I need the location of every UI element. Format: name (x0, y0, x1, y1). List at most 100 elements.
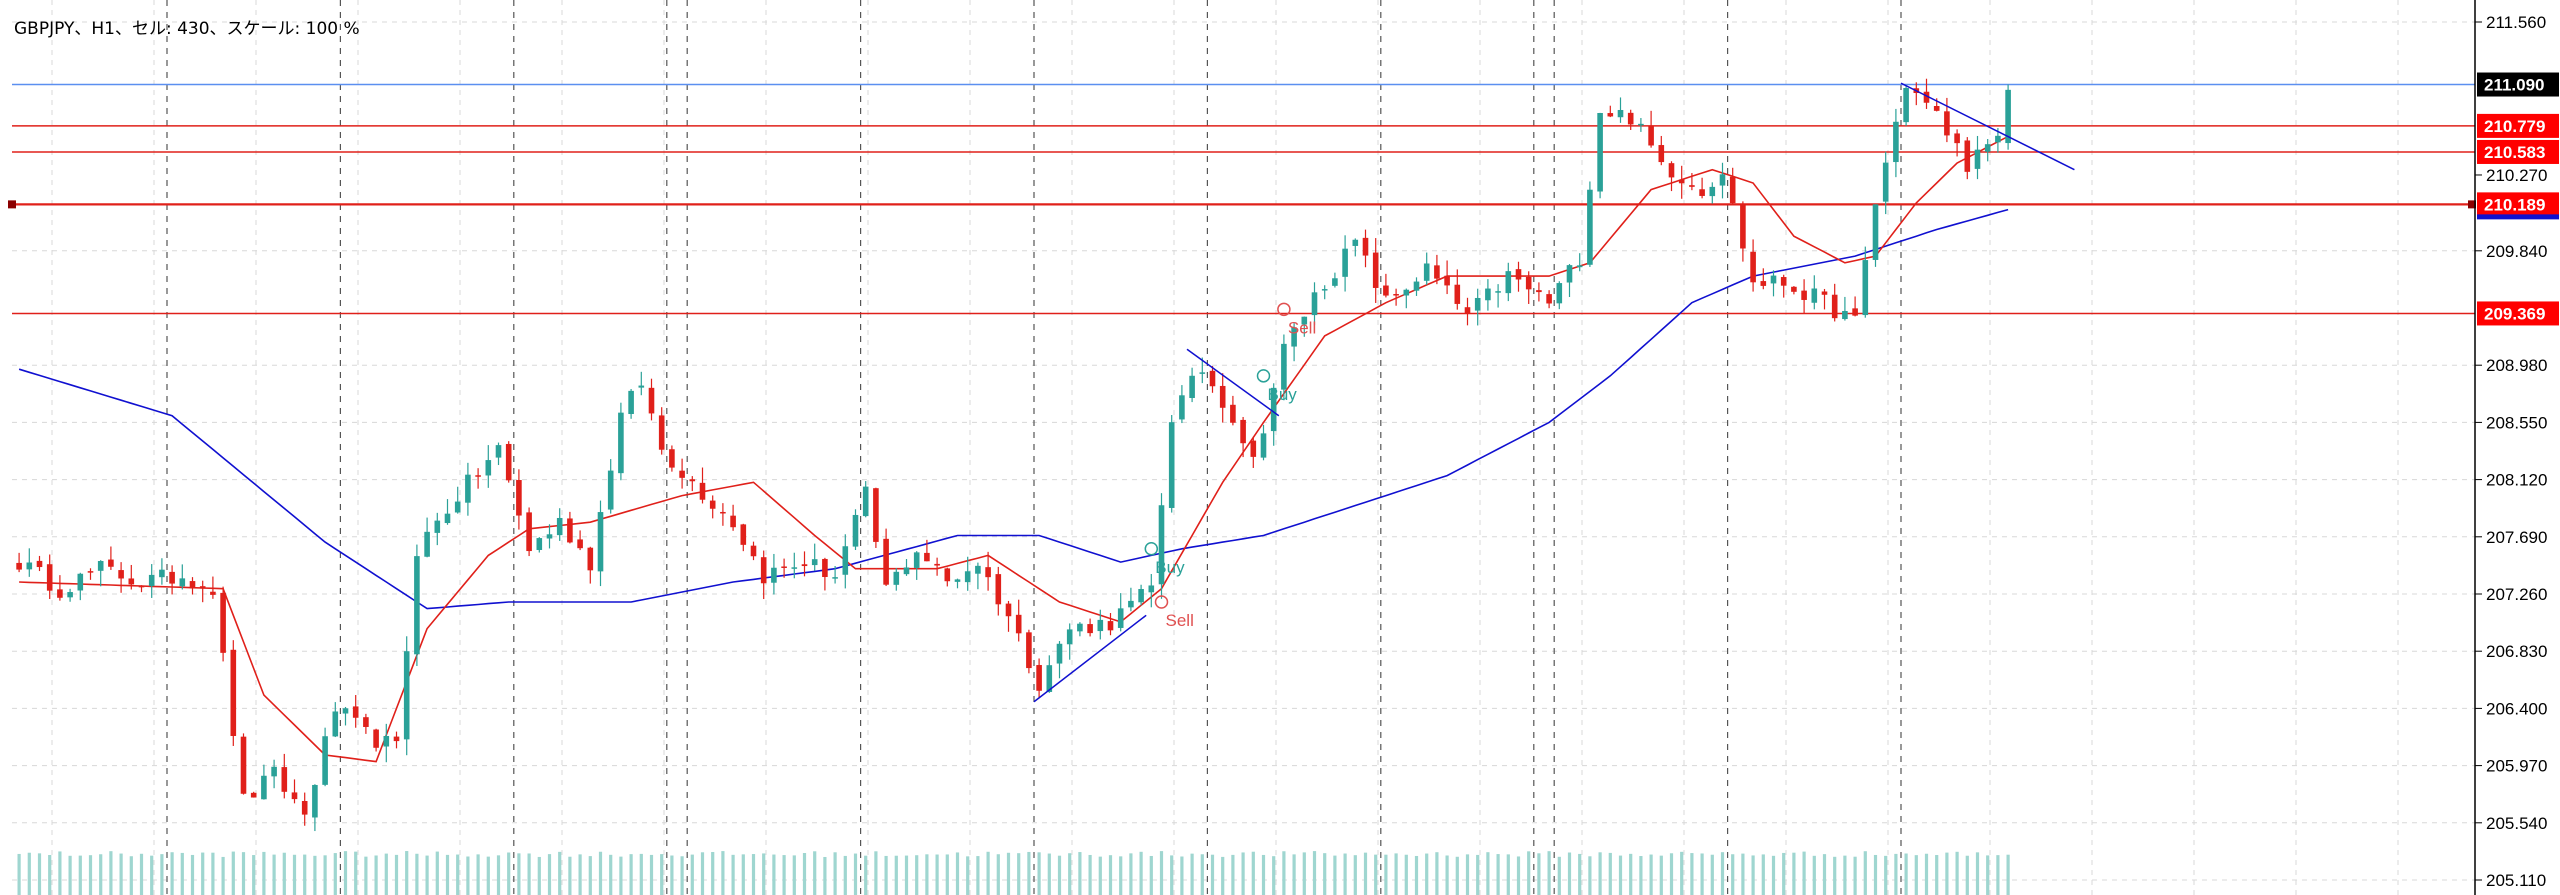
volume-bar (374, 855, 378, 895)
candle-body (1699, 189, 1705, 196)
candle (46, 554, 53, 599)
candle (352, 695, 359, 728)
candle-body (291, 792, 298, 800)
candle (414, 544, 420, 666)
volume-bar (1751, 855, 1755, 895)
candle-body (118, 570, 124, 579)
volume-bar (1006, 852, 1011, 895)
candle-body (1260, 433, 1267, 458)
volume-bar (405, 851, 409, 895)
price-tag (2477, 301, 2559, 326)
candle (648, 378, 655, 421)
candle-body (1678, 179, 1685, 184)
candle (811, 543, 818, 571)
candle-body (363, 717, 369, 727)
candle-body (128, 578, 135, 585)
candle (1240, 416, 1246, 458)
candle (1097, 609, 1104, 640)
moving-averages (18, 135, 2009, 763)
candle (669, 445, 675, 472)
volume-bar (1119, 856, 1123, 895)
candle (1383, 273, 1389, 298)
candle-body (1831, 294, 1838, 319)
candle-body (1179, 395, 1185, 420)
candle (1230, 395, 1236, 426)
candle (342, 706, 349, 726)
candle-body (1801, 290, 1807, 300)
volume-bar (1251, 851, 1255, 895)
candle (1780, 274, 1787, 298)
candle-body (1046, 665, 1053, 692)
candle-body (1995, 135, 2001, 143)
volume-bar (1884, 855, 1888, 895)
candle (740, 523, 747, 552)
candle (1576, 253, 1583, 272)
price-axis-label: 206.830 (2486, 642, 2547, 661)
volume-bar (1374, 854, 1378, 895)
volume-bar (772, 854, 776, 895)
candle-body (1209, 370, 1216, 387)
candle (760, 550, 767, 600)
candle (1128, 587, 1134, 612)
session-separators (166, 0, 1902, 895)
candle (587, 546, 594, 584)
candle (444, 499, 451, 525)
candle (291, 779, 298, 804)
candle (781, 558, 787, 578)
candle-body (1138, 589, 1144, 603)
trend-lines[interactable] (1033, 82, 2075, 703)
volume-bar (843, 855, 847, 895)
volume-bar (1078, 852, 1082, 895)
candle (87, 568, 94, 580)
candle-body (740, 524, 747, 545)
candle (1627, 109, 1634, 130)
volume-bar (996, 854, 1000, 895)
volume-bar (1863, 851, 1867, 895)
candle-body (1954, 133, 1960, 144)
volume-bar (48, 854, 52, 895)
volume-bar (1537, 853, 1541, 895)
price-axis[interactable]: 211.560 210.270 209.840 208.980 208.550 208.1… (2475, 13, 2559, 890)
volume-bar (1139, 851, 1143, 895)
candle (771, 553, 777, 595)
candle (1903, 85, 1909, 126)
candle-body (495, 445, 502, 458)
volume-bar (1975, 852, 1980, 895)
candle (475, 468, 481, 489)
volume-bar (1476, 854, 1480, 895)
volume-bar (1700, 853, 1704, 895)
volume-bar (1170, 855, 1174, 895)
candle (903, 558, 910, 576)
price-tag-label: 211.090 (2484, 76, 2545, 95)
candle-body (1780, 277, 1787, 286)
price-axis-label: 209.840 (2486, 242, 2547, 261)
volume-bar (1445, 855, 1449, 895)
volume-bar (874, 851, 878, 895)
volume-bars (17, 851, 2010, 895)
candle-body (1444, 275, 1450, 286)
candle (1474, 288, 1481, 326)
candle (138, 585, 145, 593)
candle-body (1383, 285, 1389, 296)
volume-bar (343, 851, 348, 895)
candle (1434, 254, 1440, 285)
horizontal-price-lines[interactable] (8, 83, 2476, 315)
volume-bar (2006, 854, 2010, 895)
volume-bar (1098, 856, 1102, 895)
candle (822, 557, 828, 591)
volume-bar (721, 851, 725, 895)
candle (1056, 641, 1063, 679)
candle (1087, 618, 1093, 637)
volume-bar (160, 854, 164, 895)
candle-body (1393, 294, 1399, 296)
candle-body (1270, 387, 1277, 432)
candle-body (801, 564, 808, 567)
price-tag-label: 210.583 (2484, 143, 2545, 162)
volume-bar (700, 852, 705, 895)
candle-body (975, 565, 981, 574)
candle (577, 530, 583, 551)
candle (454, 486, 461, 514)
sell-signal-label: Sell (1288, 318, 1316, 337)
